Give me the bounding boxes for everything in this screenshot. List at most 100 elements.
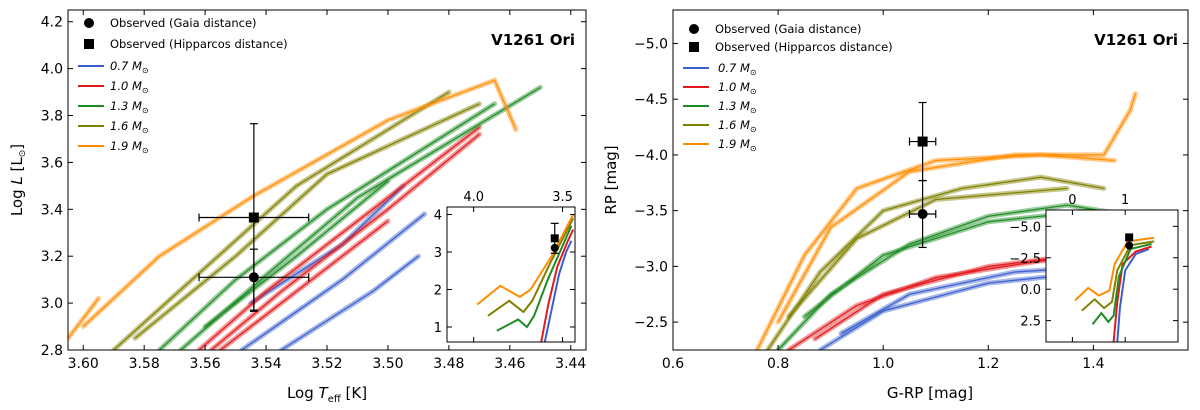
obs-square-marker bbox=[248, 212, 259, 223]
right-ticks: 0.6 0.8 1.0 1.2 1.4 −2.5 −3.0 −3.5 −4.0 −4.5 −5.0 bbox=[634, 10, 1188, 372]
inset-track bbox=[1116, 248, 1150, 342]
obs-square-marker bbox=[1125, 233, 1134, 242]
y-tick-label: 2.8 bbox=[41, 343, 63, 359]
right-plot-frame bbox=[672, 9, 1189, 351]
inset-track bbox=[1112, 245, 1152, 342]
left-inset-bg bbox=[447, 207, 575, 342]
track-band bbox=[239, 211, 427, 350]
right-xlabel: G-RP [mag] bbox=[887, 384, 973, 402]
obs-circle-marker bbox=[917, 209, 928, 219]
legend-hipparcos-marker bbox=[84, 39, 94, 49]
left-panel: 3.60 3.58 3.56 3.54 3.52 3.50 3.48 3.46 3.44 2.8 3… bbox=[8, 9, 587, 405]
y-tick-label: 4.2 bbox=[41, 15, 63, 31]
legend-label-1.9: 1.9 M⊙ bbox=[718, 137, 757, 153]
track-line bbox=[220, 220, 389, 350]
x-tick-label: 3.48 bbox=[433, 356, 464, 372]
x-tick-label: 3.52 bbox=[311, 356, 342, 372]
y-tick-label: −2.5 bbox=[1009, 252, 1041, 267]
obs-circle-marker bbox=[1125, 241, 1134, 250]
track-line bbox=[113, 91, 450, 350]
track-line bbox=[158, 103, 495, 350]
x-tick-label: 4.0 bbox=[463, 190, 484, 205]
track-line bbox=[82, 79, 517, 328]
track-line bbox=[241, 213, 425, 350]
legend-gaia-marker bbox=[689, 24, 699, 34]
left-ticks: 3.60 3.58 3.56 3.54 3.52 3.50 3.48 3.46 3.44 2.8 3… bbox=[41, 10, 586, 372]
legend-gaia-label: Observed (Gaia distance) bbox=[110, 16, 257, 30]
left-plot-frame bbox=[67, 9, 587, 351]
y-tick-label: 0.0 bbox=[1020, 283, 1041, 298]
y-tick-label: 3.0 bbox=[41, 296, 63, 312]
y-tick-label: 3 bbox=[434, 246, 442, 261]
track-line bbox=[68, 298, 100, 339]
x-tick-label: 3.44 bbox=[555, 356, 586, 372]
legend-label-0.7: 0.7 M⊙ bbox=[110, 59, 149, 75]
track-line bbox=[788, 187, 1068, 318]
left-tracks bbox=[68, 77, 543, 350]
y-tick-label: 3.6 bbox=[41, 155, 63, 171]
y-tick-label: −5.0 bbox=[634, 36, 668, 52]
inset-track bbox=[540, 229, 575, 342]
x-tick-label: 1.2 bbox=[977, 356, 999, 372]
right-inset: 0 1 −5.0 −2.5 0.0 2.5 bbox=[1009, 193, 1179, 343]
track-line bbox=[804, 210, 1094, 318]
left-inset-frame bbox=[446, 206, 576, 343]
right-panel: 0.6 0.8 1.0 1.2 1.4−2.5−3.0−3.5−4.0−4.5−5.0 … bbox=[602, 9, 1189, 402]
x-tick-label: 0 bbox=[1068, 193, 1076, 208]
x-tick-label: 1.0 bbox=[872, 356, 894, 372]
legend-label-0.7: 0.7 M⊙ bbox=[718, 61, 757, 77]
y-tick-label: 3.2 bbox=[41, 249, 63, 265]
y-tick-label: −3.0 bbox=[634, 259, 668, 275]
right-inset-ticks: 0 1 −5.0 −2.5 0.0 2.5 bbox=[1009, 193, 1178, 342]
y-tick-label: −2.5 bbox=[634, 315, 668, 331]
x-tick-label: 0.8 bbox=[767, 356, 789, 372]
x-tick-label: 3.60 bbox=[68, 356, 99, 372]
y-tick-label: −3.5 bbox=[634, 204, 668, 220]
track-line bbox=[819, 271, 1094, 350]
x-tick-label: 3.46 bbox=[494, 356, 525, 372]
legend-label-1.0: 1.0 M⊙ bbox=[110, 79, 149, 95]
legend-label-1.3: 1.3 M⊙ bbox=[718, 99, 757, 115]
y-tick-label: 4.0 bbox=[41, 62, 63, 78]
left-xlabel: Log Teff [K] bbox=[287, 384, 367, 405]
x-tick-label: 3.58 bbox=[129, 356, 160, 372]
x-tick-label: 1.4 bbox=[1082, 356, 1104, 372]
left-inset: 4.0 3.5 1 2 3 4 bbox=[434, 190, 576, 343]
legend-label-1.6: 1.6 M⊙ bbox=[110, 119, 149, 135]
obs-square-marker bbox=[550, 234, 559, 243]
left-observations bbox=[198, 123, 310, 312]
x-tick-label: 3.50 bbox=[372, 356, 403, 372]
inset-track bbox=[496, 225, 573, 332]
legend-label-1.6: 1.6 M⊙ bbox=[718, 118, 757, 134]
x-tick-label: 3.56 bbox=[190, 356, 221, 372]
track-line bbox=[198, 126, 480, 350]
left-ylabel: Log L [L⊙] bbox=[8, 144, 28, 216]
right-legend: Observed (Gaia distance) Observed (Hippa… bbox=[683, 22, 893, 153]
legend-gaia-marker bbox=[84, 18, 94, 28]
inset-track bbox=[487, 217, 575, 317]
track-line bbox=[777, 93, 1137, 323]
x-tick-label: 3.54 bbox=[250, 356, 281, 372]
left-inset-tracks bbox=[476, 214, 575, 342]
track-band bbox=[111, 89, 452, 350]
x-tick-label: 0.6 bbox=[662, 356, 684, 372]
legend-hipparcos-marker bbox=[689, 42, 699, 52]
legend-hipparcos-label: Observed (Hipparcos distance) bbox=[110, 37, 288, 51]
right-ylabel: RP [mag] bbox=[602, 145, 620, 214]
left-inset-ticks: 4.0 3.5 1 2 3 4 bbox=[434, 190, 575, 342]
track-line bbox=[756, 154, 1115, 350]
y-tick-label: 3.4 bbox=[41, 202, 63, 218]
y-tick-label: −5.0 bbox=[1009, 220, 1041, 235]
x-tick-label: 3.5 bbox=[552, 190, 573, 205]
track-line bbox=[280, 255, 419, 350]
legend-label-1.3: 1.3 M⊙ bbox=[110, 99, 149, 115]
legend-label-1.0: 1.0 M⊙ bbox=[718, 80, 757, 96]
legend-hipparcos-label: Observed (Hipparcos distance) bbox=[715, 40, 893, 54]
right-observations bbox=[908, 101, 937, 249]
y-tick-label: 1 bbox=[434, 321, 442, 336]
y-tick-label: 2.5 bbox=[1020, 315, 1041, 330]
y-tick-label: 3.8 bbox=[41, 109, 63, 125]
legend-label-1.9: 1.9 M⊙ bbox=[110, 139, 149, 155]
y-tick-label: −4.5 bbox=[634, 92, 668, 108]
